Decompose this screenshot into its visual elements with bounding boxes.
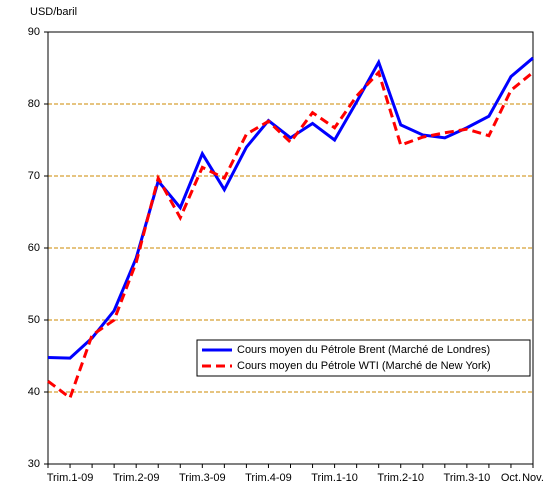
y-tick-label: 30 bbox=[28, 458, 40, 470]
y-tick-label: 80 bbox=[28, 98, 40, 110]
legend-label: Cours moyen du Pétrole Brent (Marché de … bbox=[237, 344, 490, 356]
legend-box bbox=[196, 339, 531, 377]
x-tick-label: Trim.4-09 bbox=[245, 472, 292, 484]
legend-label: Cours moyen du Pétrole WTI (Marché de Ne… bbox=[237, 360, 491, 372]
y-tick-label: 70 bbox=[28, 170, 40, 182]
x-tick-label: Trim.1-09 bbox=[47, 472, 94, 484]
x-tick-label: Trim.3-09 bbox=[179, 472, 226, 484]
line-series bbox=[47, 56, 534, 360]
y-tick-label: 40 bbox=[28, 386, 40, 398]
y-axis-label: USD/baril bbox=[30, 6, 77, 18]
y-tick-label: 50 bbox=[28, 314, 40, 326]
x-tick-label: Nov. bbox=[522, 472, 544, 484]
x-tick-label: Trim.2-09 bbox=[113, 472, 160, 484]
x-tick-label: Oct. bbox=[501, 472, 521, 484]
y-tick-label: 90 bbox=[28, 26, 40, 38]
line-series bbox=[47, 69, 534, 401]
x-tick-label: Trim.3-10 bbox=[444, 472, 491, 484]
x-tick-label: Trim.2-10 bbox=[377, 472, 424, 484]
x-tick-label: Trim.1-10 bbox=[311, 472, 358, 484]
y-tick-label: 60 bbox=[28, 242, 40, 254]
